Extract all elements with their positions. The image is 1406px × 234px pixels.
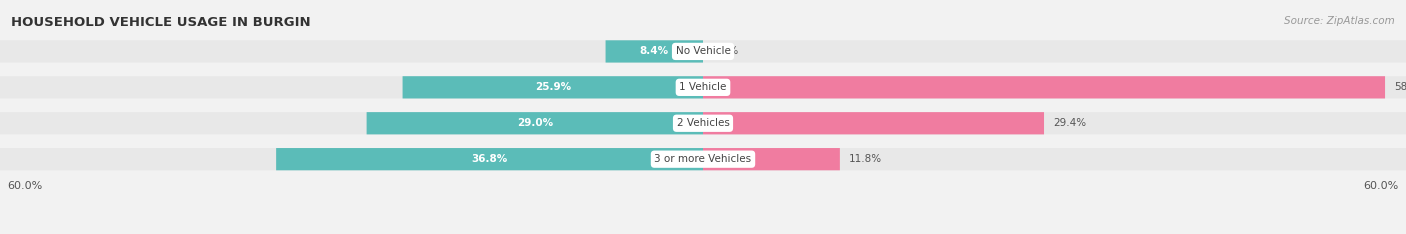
FancyBboxPatch shape	[0, 112, 1406, 134]
Text: No Vehicle: No Vehicle	[675, 46, 731, 56]
FancyBboxPatch shape	[276, 148, 703, 170]
FancyBboxPatch shape	[703, 76, 1385, 99]
FancyBboxPatch shape	[606, 40, 703, 62]
Text: 58.8%: 58.8%	[1395, 82, 1406, 92]
FancyBboxPatch shape	[0, 40, 1406, 62]
Text: Source: ZipAtlas.com: Source: ZipAtlas.com	[1284, 16, 1395, 26]
Text: 29.4%: 29.4%	[1053, 118, 1087, 128]
FancyBboxPatch shape	[402, 76, 703, 99]
Text: 29.0%: 29.0%	[517, 118, 553, 128]
FancyBboxPatch shape	[367, 112, 703, 134]
Text: 25.9%: 25.9%	[534, 82, 571, 92]
Text: 11.8%: 11.8%	[849, 154, 883, 164]
Text: 2 Vehicles: 2 Vehicles	[676, 118, 730, 128]
FancyBboxPatch shape	[703, 148, 839, 170]
Text: 60.0%: 60.0%	[1364, 181, 1399, 191]
Text: 3 or more Vehicles: 3 or more Vehicles	[654, 154, 752, 164]
Text: HOUSEHOLD VEHICLE USAGE IN BURGIN: HOUSEHOLD VEHICLE USAGE IN BURGIN	[11, 16, 311, 29]
FancyBboxPatch shape	[0, 76, 1406, 99]
Text: 36.8%: 36.8%	[471, 154, 508, 164]
Text: 8.4%: 8.4%	[640, 46, 669, 56]
Text: 0.0%: 0.0%	[713, 46, 738, 56]
FancyBboxPatch shape	[703, 112, 1045, 134]
Text: 60.0%: 60.0%	[7, 181, 42, 191]
FancyBboxPatch shape	[0, 148, 1406, 170]
Text: 1 Vehicle: 1 Vehicle	[679, 82, 727, 92]
